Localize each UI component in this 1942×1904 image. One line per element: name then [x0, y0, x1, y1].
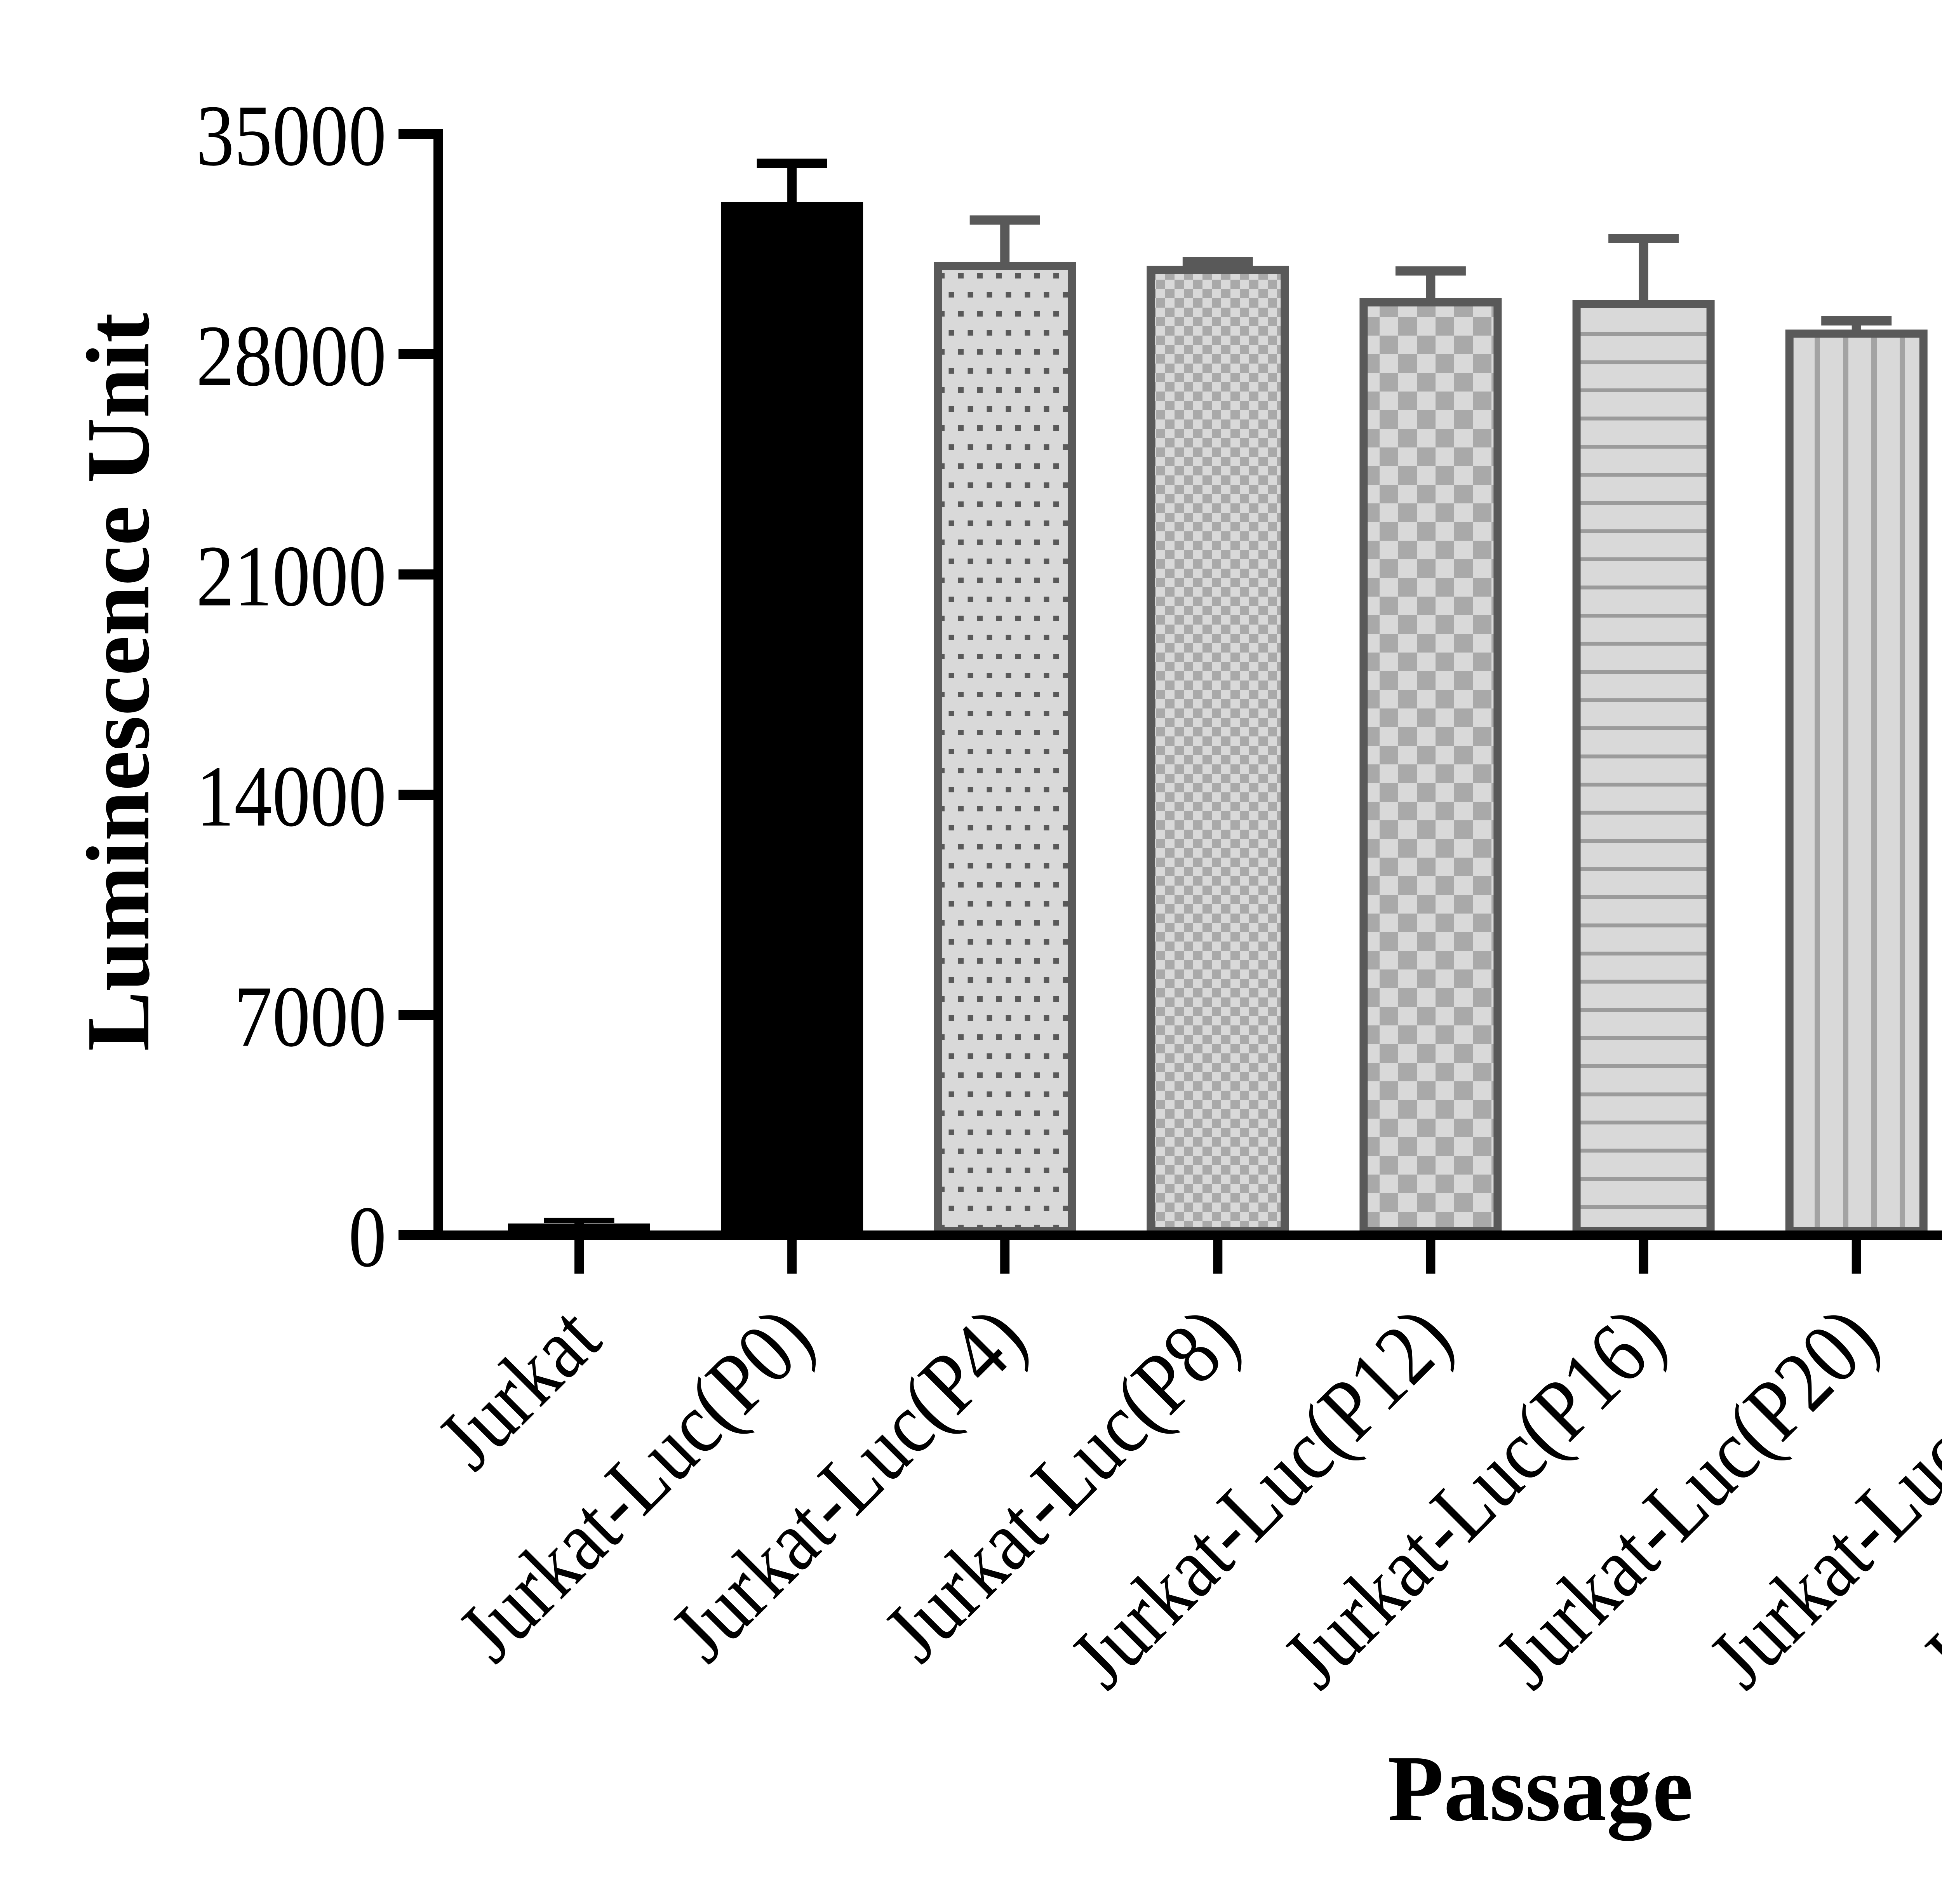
- svg-text:Passage: Passage: [1388, 1736, 1693, 1841]
- svg-text:35000: 35000: [196, 87, 386, 184]
- svg-text:0: 0: [348, 1188, 386, 1285]
- svg-text:Luminescence Unit: Luminescence Unit: [68, 313, 168, 1051]
- svg-text:28000: 28000: [196, 307, 386, 404]
- svg-text:14000: 14000: [196, 748, 386, 845]
- svg-text:21000: 21000: [196, 527, 386, 625]
- svg-text:7000: 7000: [234, 968, 386, 1065]
- svg-text:Jurkat: Jurkat: [419, 1288, 618, 1487]
